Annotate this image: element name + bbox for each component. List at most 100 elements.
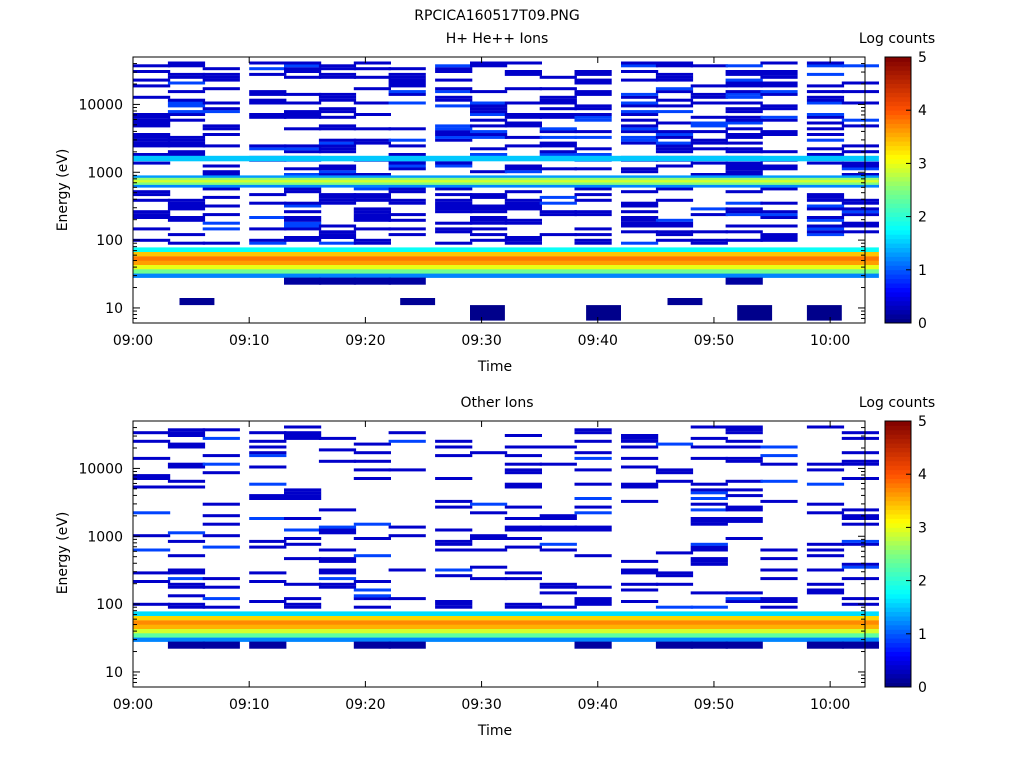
heatmap-cell [167,90,206,94]
heatmap-cell [167,101,206,105]
colorbar-label: Log counts [859,395,935,411]
colorbar-segment [885,269,911,275]
heatmap-cell [725,488,763,492]
heatmap-cell [249,431,287,435]
heatmap-cell [621,110,659,114]
heatmap-cell [318,528,357,532]
heatmap-cell [621,138,659,142]
heatmap-cell [470,218,508,222]
heatmap-cell [841,522,879,526]
heatmap-cell [249,465,287,469]
heatmap-cell [284,528,322,532]
heatmap-cell [167,144,206,148]
colorbar-tick-label: 3 [918,520,927,536]
heatmap-cell [133,602,171,606]
colorbar-segment [885,203,911,209]
heatmap-cell [725,84,763,88]
heatmap-cell [284,425,322,429]
heatmap-cell [725,519,763,523]
heatmap-cell [760,605,798,609]
heatmap-cell [388,277,426,285]
heatmap-cell [504,525,542,529]
heatmap-cell [284,597,322,601]
heatmap-cell [539,525,577,529]
heatmap-cell [760,577,798,581]
colorbar-segment [885,607,911,613]
heatmap-cell [353,127,391,131]
heatmap-cell [249,454,287,458]
heatmap-cell [284,277,322,285]
panel-title: Other Ions [460,395,533,411]
heatmap-cell [318,75,357,79]
heatmap-cell [284,101,322,105]
heatmap-cell [318,224,357,228]
heatmap-cell [539,213,577,217]
heatmap-cell [167,207,206,211]
heatmap-cell [435,600,473,603]
heatmap-cell [504,201,542,205]
heatmap-cell [806,147,845,151]
heatmap-cell [202,227,240,231]
heatmap-cell [435,499,473,503]
heatmap-cell [574,505,612,509]
heatmap-cell [621,190,659,194]
heatmap-cell [574,482,612,486]
heatmap-cell [760,150,798,154]
heatmap-cell [470,130,508,134]
colorbar-segment [885,65,911,71]
heatmap-cell [841,542,879,546]
heatmap-cell [504,101,542,105]
heatmap-cell [574,451,612,455]
heatmap-cell [318,559,357,563]
heatmap-cell [167,113,206,116]
heatmap-cell [806,582,845,586]
heatmap-cell [435,528,473,532]
heatmap-cell [841,641,879,649]
y-tick-label: 10000 [78,461,123,477]
heatmap-cell [841,562,879,566]
heatmap-cell [690,641,728,649]
heatmap-cell [388,227,426,231]
heatmap-cell [806,554,845,558]
heatmap-cell [318,571,357,575]
heatmap-cell [133,439,171,443]
heatmap-band [133,615,879,621]
heatmap-cell [353,588,391,592]
heatmap-cell [806,468,845,472]
heatmap-cell [760,81,798,85]
colorbar-segment [885,505,911,511]
heatmap-cell [133,485,171,489]
heatmap-cell [655,98,694,102]
heatmap-cell [202,101,240,105]
heatmap-cell [806,591,845,595]
colorbar-segment [885,283,911,288]
heatmap-cell [470,233,508,237]
colorbar-segment [885,172,911,178]
heatmap-cell [621,499,659,503]
heatmap-cell [690,548,728,552]
heatmap-cell [249,92,287,96]
heatmap-cell [621,124,659,128]
colorbar-segment [885,256,911,262]
colorbar-tick-label: 3 [918,156,927,172]
colorbar-segment [885,682,911,688]
heatmap-cell [249,147,287,151]
heatmap-cell [167,582,206,586]
heatmap-cell [353,216,391,219]
heatmap-cell [249,227,287,231]
heatmap-cell [202,187,240,191]
heatmap-cell [574,115,612,119]
heatmap-cell [504,207,542,211]
heatmap-cell [504,236,542,239]
heatmap-cell [202,110,240,114]
heatmap-cell [133,511,171,515]
heatmap-cell [388,67,426,71]
colorbar-segment [885,278,911,284]
heatmap-cell [167,428,206,432]
heatmap-cell [539,127,577,131]
heatmap-cell [284,494,322,498]
heatmap-cell [249,497,287,500]
heatmap-cell [202,107,240,111]
heatmap-cell [318,436,357,440]
heatmap-cell [725,431,763,435]
